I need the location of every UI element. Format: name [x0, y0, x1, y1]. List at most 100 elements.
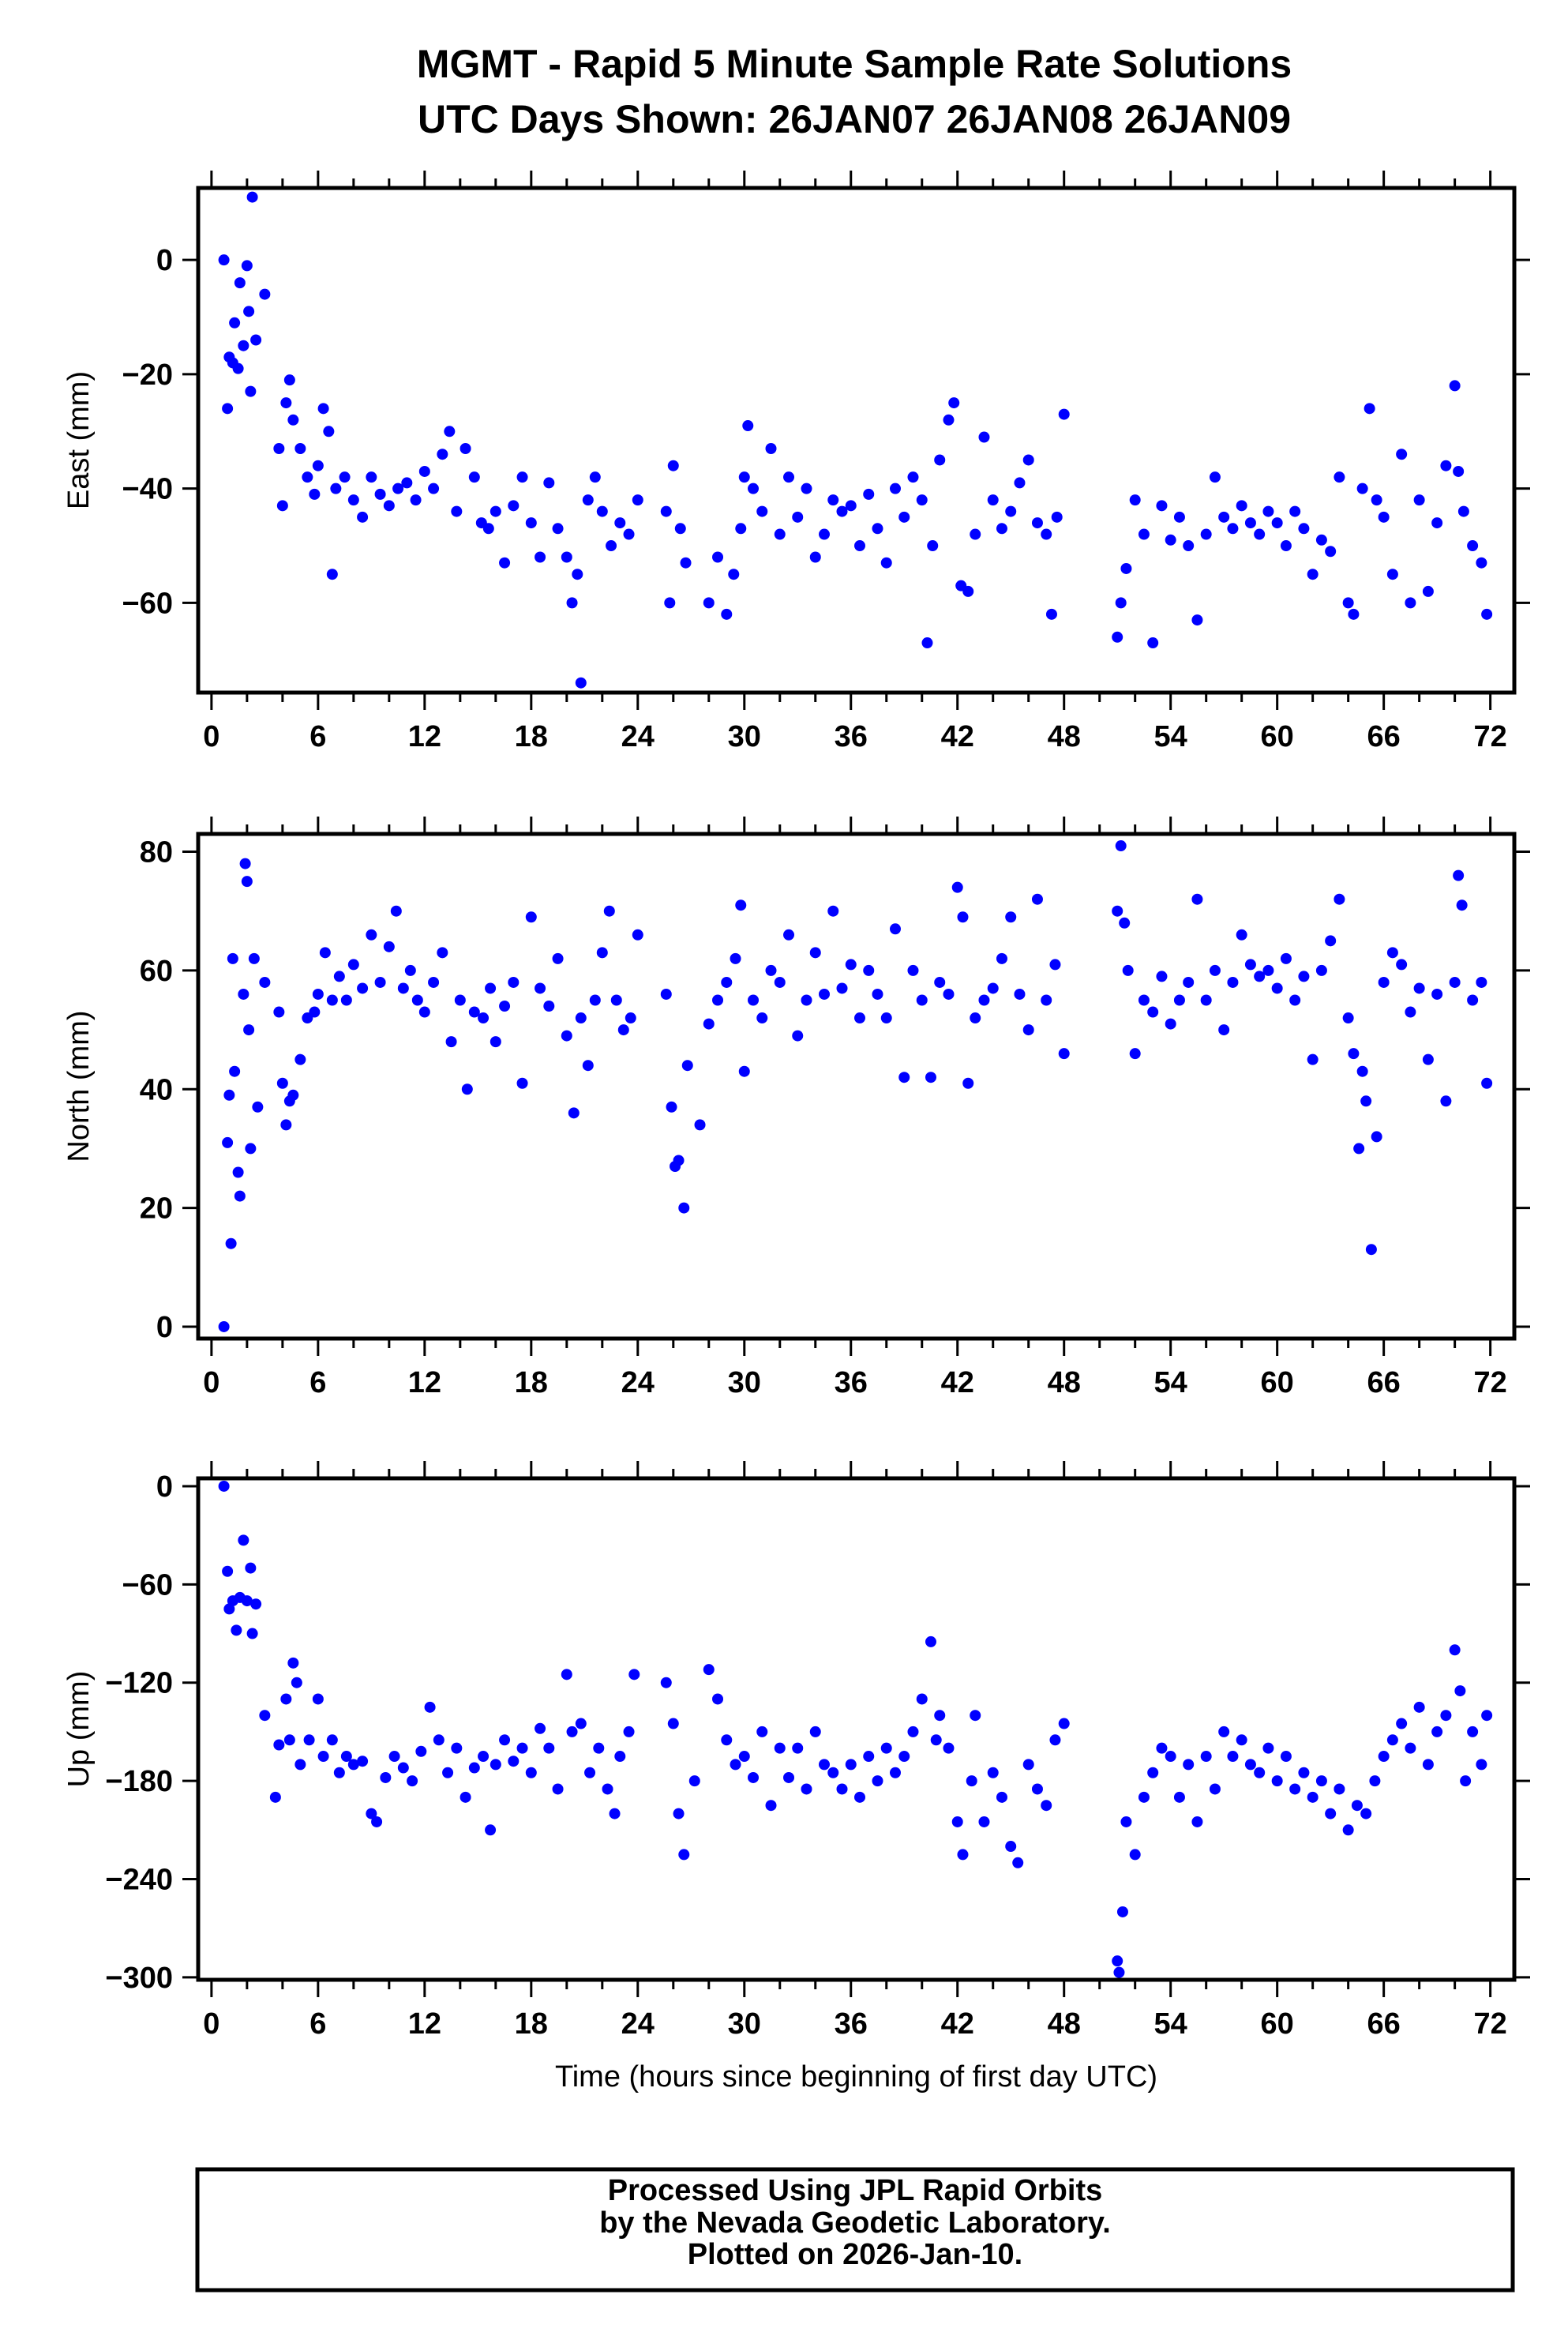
data-point — [259, 976, 271, 988]
data-point — [1014, 477, 1026, 489]
data-point — [1058, 408, 1070, 420]
data-point — [508, 976, 520, 988]
data-point — [1165, 1018, 1176, 1030]
data-point — [552, 952, 564, 964]
data-point — [1191, 614, 1203, 626]
data-point — [1138, 994, 1150, 1006]
data-point — [1115, 597, 1127, 609]
data-point — [898, 1751, 910, 1763]
data-point — [667, 460, 679, 471]
data-point — [451, 505, 463, 517]
x-tick-label: 24 — [621, 720, 655, 753]
data-point — [1460, 1775, 1472, 1787]
data-point — [703, 1018, 715, 1030]
data-point — [222, 1136, 234, 1148]
data-point — [632, 494, 643, 506]
data-point — [1122, 964, 1134, 976]
plot-frame — [196, 186, 1517, 695]
data-point — [819, 988, 831, 1000]
data-point — [872, 523, 883, 535]
data-point — [610, 994, 622, 1006]
data-point — [1254, 971, 1266, 982]
data-point — [433, 1734, 445, 1746]
data-point — [703, 1664, 715, 1676]
data-point — [326, 1734, 338, 1746]
data-point — [227, 952, 238, 964]
data-point — [317, 403, 329, 415]
data-point — [756, 1726, 768, 1737]
data-point — [792, 1742, 804, 1754]
data-point — [660, 1677, 672, 1688]
data-point — [925, 1072, 936, 1083]
data-point — [1481, 1077, 1493, 1089]
data-point — [1456, 899, 1468, 911]
data-point — [667, 1718, 679, 1729]
data-point — [269, 1791, 281, 1803]
data-point — [561, 551, 572, 563]
data-point — [490, 505, 501, 517]
data-point — [238, 988, 249, 1000]
data-point — [1422, 1759, 1434, 1771]
data-point — [1405, 1742, 1416, 1754]
data-point — [987, 494, 999, 506]
data-point — [792, 1030, 804, 1042]
data-point — [1183, 1759, 1195, 1771]
data-point — [1051, 511, 1063, 523]
data-point — [312, 1693, 324, 1705]
data-point — [404, 964, 416, 976]
data-point — [836, 982, 848, 994]
data-point — [319, 947, 331, 959]
data-point — [970, 1012, 981, 1024]
data-point — [927, 540, 939, 552]
data-point — [1218, 1024, 1230, 1036]
data-point — [1280, 952, 1292, 964]
data-point — [243, 1024, 255, 1036]
data-point — [966, 1775, 977, 1787]
x-tick-label: 60 — [1261, 1366, 1294, 1399]
data-point — [783, 929, 795, 941]
data-point — [1129, 1849, 1141, 1861]
data-point — [1147, 637, 1159, 649]
data-point — [625, 1012, 636, 1024]
data-point — [694, 1119, 706, 1131]
x-tick-label: 60 — [1261, 720, 1294, 753]
data-point — [552, 523, 564, 535]
data-point — [1173, 1791, 1185, 1803]
data-point — [383, 941, 395, 952]
data-point — [1236, 1734, 1247, 1746]
data-point — [366, 471, 377, 483]
x-tick-label: 48 — [1048, 2007, 1081, 2041]
data-point — [340, 1751, 352, 1763]
data-point — [303, 1734, 315, 1746]
data-point — [1453, 465, 1465, 477]
data-point — [340, 994, 352, 1006]
data-point — [1112, 1955, 1123, 1967]
data-point — [401, 477, 413, 489]
data-point — [774, 528, 786, 540]
data-point — [317, 1751, 329, 1763]
data-point — [490, 1036, 501, 1048]
y-tick-label: −180 — [105, 1765, 173, 1798]
data-point — [1113, 1966, 1125, 1978]
data-point — [801, 483, 812, 494]
data-point — [238, 340, 249, 351]
data-point — [688, 1775, 700, 1787]
data-point — [411, 994, 423, 1006]
data-point — [1280, 1751, 1292, 1763]
data-point — [1045, 608, 1057, 620]
data-point — [1396, 1718, 1408, 1729]
data-point — [1005, 1841, 1017, 1853]
data-point — [1262, 505, 1274, 517]
data-point — [970, 1710, 981, 1722]
data-point — [596, 505, 608, 517]
data-point — [1467, 994, 1479, 1006]
data-point — [596, 947, 608, 959]
data-point — [792, 511, 804, 523]
y-tick-label: −40 — [122, 473, 173, 506]
data-point — [418, 1006, 430, 1018]
data-point — [1112, 631, 1123, 643]
data-point — [535, 982, 546, 994]
data-point — [1386, 1734, 1398, 1746]
data-point — [232, 362, 244, 374]
x-tick-label: 54 — [1154, 720, 1187, 753]
